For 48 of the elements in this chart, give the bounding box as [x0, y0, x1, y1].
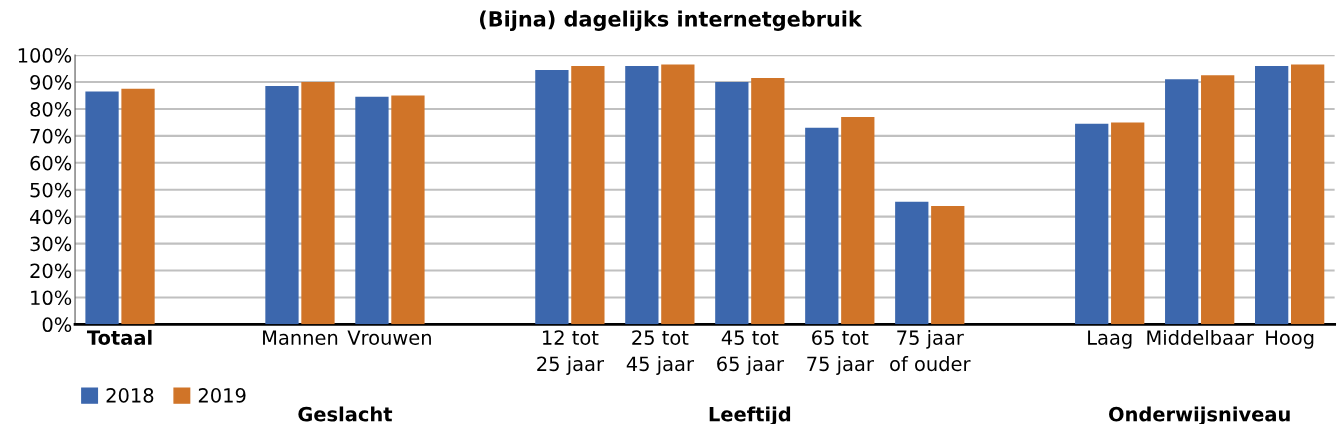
- y-tick-label: 40%: [29, 209, 72, 225]
- x-tick-label: 75 jaar of ouder: [890, 329, 971, 372]
- bar: [805, 127, 839, 325]
- bar: [535, 69, 569, 325]
- x-tick-label: Mannen: [263, 330, 338, 345]
- bar: [85, 91, 119, 325]
- bar: [1255, 65, 1289, 325]
- bar: [715, 82, 749, 325]
- bar: [895, 201, 929, 325]
- y-tick-label: 70%: [30, 128, 72, 144]
- x-tick-label: Totaal: [86, 329, 152, 345]
- y-tick-label: 100%: [18, 48, 72, 63]
- legend-label: 2019: [198, 388, 246, 403]
- x-tick-label: 12 tot 25 jaar: [537, 330, 604, 375]
- bar: [1201, 75, 1235, 325]
- bar: [661, 64, 695, 325]
- bar: [265, 86, 299, 325]
- chart-title: (Bijna) dagelijks internetgebruik: [479, 10, 863, 31]
- y-tick-label: 60%: [30, 155, 72, 171]
- bar: [751, 78, 785, 325]
- x-tick-label: Middelbaar: [1147, 329, 1254, 345]
- y-tick-label: 0%: [42, 317, 72, 333]
- y-tick-label: 50%: [30, 182, 72, 198]
- x-tick-label: 25 tot 45 jaar: [626, 330, 694, 375]
- legend-label: 2018: [106, 388, 154, 403]
- y-tick-label: 80%: [30, 101, 72, 117]
- bar: [571, 65, 605, 325]
- y-tick-label: 30%: [30, 236, 72, 252]
- bar: [355, 96, 389, 325]
- bar: [1291, 64, 1325, 325]
- bar: [121, 88, 155, 325]
- x-tick-label: 45 tot 65 jaar: [717, 330, 784, 375]
- bar: [301, 82, 335, 325]
- bar: [391, 95, 425, 325]
- bar: [1111, 122, 1145, 325]
- x-tick-label: Vrouwen: [347, 330, 431, 345]
- y-tick-label: 90%: [30, 75, 72, 90]
- x-tick-label: Hoog: [1266, 330, 1314, 349]
- bar: [931, 205, 965, 325]
- bar: [1165, 79, 1199, 325]
- y-tick-label: 10%: [31, 290, 72, 306]
- bar: [625, 65, 659, 325]
- text: Geslacht: [298, 406, 393, 422]
- bar: [841, 117, 875, 325]
- x-tick-label: 65 tot 75 jaar: [807, 330, 874, 375]
- y-tick-label: 20%: [30, 263, 72, 279]
- x-tick-label: Laag: [1088, 330, 1132, 349]
- bar: [1075, 123, 1109, 325]
